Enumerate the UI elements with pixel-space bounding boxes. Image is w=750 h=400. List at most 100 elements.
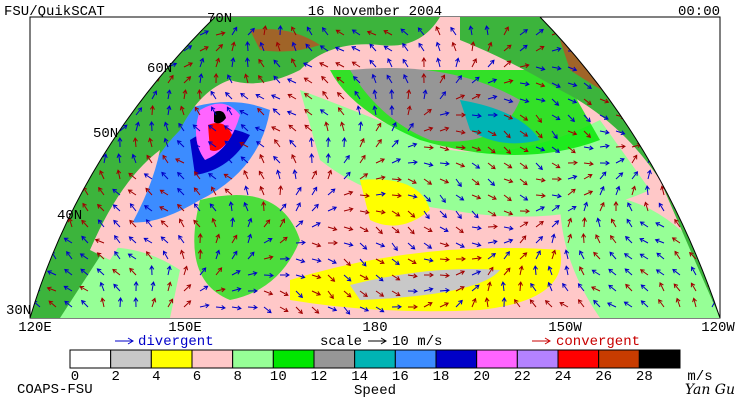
wind-arrow: [183, 300, 192, 308]
wind-arrow: [258, 170, 265, 180]
wind-arrow: [487, 162, 496, 170]
wind-arrow: [599, 171, 607, 180]
wind-arrow: [658, 298, 665, 308]
wind-arrow: [439, 126, 450, 132]
wind-arrow: [226, 106, 233, 116]
wind-arrow: [291, 58, 297, 68]
wind-arrow: [599, 143, 610, 149]
colorbar-segment: [110, 349, 152, 369]
wind-arrow: [406, 105, 412, 116]
wind-arrow: [257, 107, 265, 116]
wind-arrow: [551, 47, 562, 52]
wind-arrow: [308, 137, 314, 148]
colorbar-label: Speed: [354, 383, 396, 399]
wind-arrow: [375, 158, 386, 164]
wind-arrow: [303, 77, 313, 84]
wind-arrow: [624, 268, 633, 276]
wind-arrow: [311, 306, 320, 314]
wind-arrow: [151, 90, 158, 100]
wind-arrow: [81, 235, 89, 244]
wind-arrow: [535, 66, 546, 72]
wind-arrow: [625, 235, 633, 244]
wind-arrow: [519, 194, 529, 201]
wind-arrow: [535, 250, 541, 260]
wind-arrow: [519, 208, 530, 214]
wind-arrow: [245, 57, 250, 68]
wind-arrow: [375, 175, 386, 181]
wind-arrow: [175, 158, 185, 164]
wind-arrow: [471, 129, 482, 135]
wind-arrow: [79, 285, 89, 292]
wind-arrow: [583, 201, 589, 212]
wind-arrow: [341, 137, 347, 148]
wind-arrow: [359, 173, 369, 180]
wind-arrow: [551, 98, 560, 106]
wind-arrow: [291, 153, 297, 164]
wind-arrow: [519, 235, 527, 244]
wind-arrow: [422, 89, 428, 100]
wind-arrow: [183, 284, 192, 292]
wind-arrow: [503, 78, 514, 84]
wind-arrow: [519, 130, 529, 137]
wind-arrow: [359, 274, 369, 280]
wind-arrow: [304, 124, 313, 132]
wind-arrow: [551, 193, 562, 199]
wind-arrow: [177, 187, 185, 196]
wind-arrow: [352, 75, 361, 84]
wind-arrow: [501, 297, 507, 308]
colorbar-segment: [476, 349, 518, 369]
wind-arrow: [128, 236, 137, 244]
wind-arrow: [551, 65, 562, 71]
wind-arrow: [163, 137, 169, 148]
wind-arrow: [151, 297, 157, 308]
wind-arrow: [215, 233, 221, 244]
wind-arrow: [182, 89, 188, 100]
wind-arrow: [213, 73, 219, 84]
wind-arrow: [455, 112, 466, 118]
wind-arrow: [99, 281, 105, 292]
wind-arrow: [351, 46, 361, 52]
wind-arrow: [279, 256, 290, 262]
wind-arrow: [263, 272, 274, 278]
wind-arrow: [389, 105, 395, 116]
wind-arrow: [319, 45, 329, 52]
wind-arrow: [343, 207, 354, 212]
wind-arrow: [336, 92, 345, 100]
wind-arrow: [487, 194, 497, 200]
colorbar-tick-label: 22: [514, 369, 531, 385]
wind-arrow: [343, 258, 351, 267]
wind-arrow: [639, 238, 649, 244]
colorbar-tick-label: 24: [555, 369, 572, 385]
wind-arrow: [239, 142, 249, 148]
wind-arrow: [193, 171, 201, 180]
wind-arrow: [343, 226, 354, 232]
wind-arrow: [535, 82, 546, 88]
wind-arrow: [487, 178, 496, 187]
wind-arrow: [383, 45, 393, 52]
wind-arrow: [535, 28, 544, 36]
wind-arrow: [127, 253, 137, 260]
wind-arrow: [135, 107, 143, 116]
wind-arrow: [407, 193, 418, 199]
wind-arrow: [567, 82, 578, 88]
wind-arrow: [319, 109, 329, 116]
wind-arrow: [583, 98, 592, 106]
wind-arrow: [179, 105, 185, 116]
wind-arrow: [230, 217, 236, 228]
wind-arrow: [631, 185, 637, 196]
wind-arrow: [639, 221, 649, 228]
wind-arrow: [98, 186, 105, 196]
wind-arrow: [423, 287, 434, 292]
wind-arrow: [343, 190, 354, 196]
wind-arrow: [335, 29, 345, 36]
wind-arrow: [583, 130, 592, 139]
wind-arrow: [324, 121, 330, 132]
wind-arrow: [418, 42, 425, 52]
wind-arrow: [455, 242, 465, 248]
lon-label: 120E: [18, 320, 52, 336]
colorbar-tick-label: 2: [111, 369, 119, 385]
wind-arrow: [262, 25, 268, 36]
wind-arrow: [114, 235, 121, 244]
colorbar-tick-label: 20: [473, 369, 490, 385]
